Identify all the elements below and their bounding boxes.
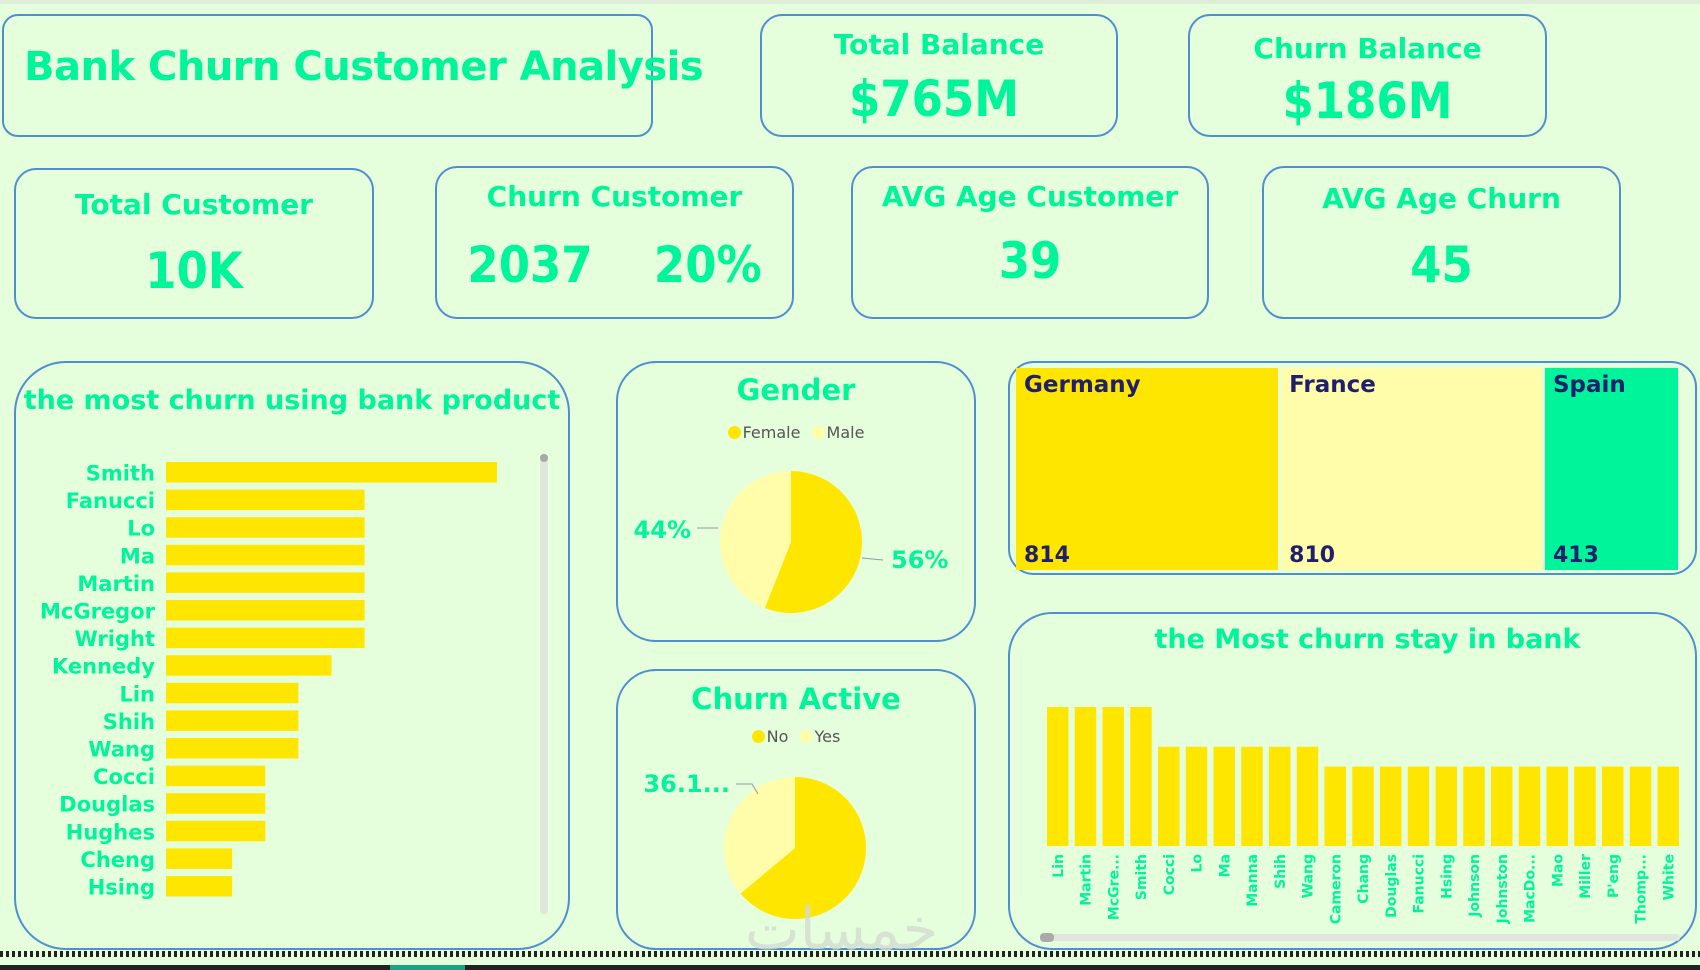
- bar-ma[interactable]: [166, 544, 365, 566]
- chart-title: Gender: [736, 373, 856, 407]
- bar-cocci[interactable]: [166, 765, 266, 787]
- treemap-tile-label: France: [1289, 372, 1376, 398]
- kpi-percent: 20%: [653, 236, 762, 294]
- kpi-avg-age-churn[interactable]: AVG Age Churn 45: [1262, 166, 1621, 319]
- treemap-tile-france[interactable]: France 810: [1281, 368, 1542, 570]
- legend-dot: [799, 730, 813, 743]
- chart-title: Churn Active: [691, 682, 901, 716]
- chart-title: the Most churn stay in bank: [1154, 624, 1581, 655]
- stay-column-card: the Most churn stay in bank: [1008, 612, 1697, 950]
- bar-label: Fanucci: [66, 489, 155, 513]
- treemap-tile-germany[interactable]: Germany 814: [1016, 368, 1279, 570]
- bar-martin[interactable]: [166, 572, 365, 593]
- gender-pie-card: Gender Female Male: [616, 361, 976, 642]
- bar-cheng[interactable]: [166, 848, 233, 869]
- treemap-tile-spain[interactable]: Spain 413: [1544, 368, 1678, 570]
- kpi-value: 45: [1410, 236, 1473, 294]
- treemap-tile-label: Spain: [1552, 372, 1626, 398]
- bar-hughes[interactable]: [166, 820, 266, 842]
- bar-label: Martin: [77, 572, 155, 596]
- vertical-scrollbar[interactable]: [540, 454, 548, 914]
- status-bar: [0, 965, 1700, 970]
- bar-label: Hsing: [88, 876, 155, 900]
- legend-dot: [811, 426, 825, 439]
- kpi-churn-customer[interactable]: Churn Customer 2037 20%: [435, 166, 794, 319]
- bar-shih[interactable]: [166, 710, 299, 731]
- legend-label: No: [766, 727, 789, 746]
- bar-lo[interactable]: [166, 517, 365, 538]
- bar-wright[interactable]: [166, 627, 365, 649]
- kpi-value: 39: [998, 232, 1062, 290]
- active-page-tab[interactable]: [390, 965, 465, 970]
- horizontal-scrollbar[interactable]: [1040, 933, 1680, 942]
- kpi-label: Churn Balance: [1253, 32, 1482, 65]
- legend-label: Female: [742, 423, 801, 442]
- treemap-tile-value: 814: [1024, 543, 1070, 568]
- chart-title: the most churn using bank product: [23, 385, 561, 416]
- kpi-value: $186M: [1282, 72, 1453, 130]
- top-strip: [0, 0, 1700, 4]
- kpi-churn-balance[interactable]: Churn Balance $186M: [1188, 14, 1547, 137]
- kpi-total-balance[interactable]: Total Balance $765M: [760, 14, 1118, 137]
- bar-label: Douglas: [59, 793, 155, 817]
- bar-label: Smith: [86, 462, 155, 486]
- bar-label: Wright: [75, 627, 155, 651]
- gender-legend: Female Male: [618, 423, 974, 442]
- bar-label: Lin: [119, 682, 155, 706]
- bar-label: Wang: [88, 738, 155, 762]
- bar-smith[interactable]: [166, 462, 497, 483]
- title-card: Bank Churn Customer Analysis: [2, 14, 704, 137]
- kpi-label: AVG Age Churn: [1322, 182, 1561, 215]
- kpi-value-row: 2037 20%: [437, 236, 792, 294]
- bar-mcgregor[interactable]: [166, 600, 365, 621]
- treemap-tile-label: Germany: [1024, 372, 1141, 398]
- scroll-thumb[interactable]: [1040, 933, 1054, 942]
- churn-active-legend: No Yes: [618, 727, 974, 746]
- treemap-tile-value: 413: [1552, 543, 1599, 568]
- kpi-value: 2037: [467, 236, 593, 294]
- bar-label: McGregor: [40, 600, 156, 624]
- legend-dot: [751, 730, 765, 743]
- kpi-value: 10K: [145, 242, 243, 300]
- bar-label: Cocci: [93, 765, 155, 789]
- legend-label: Male: [826, 423, 865, 442]
- bar-lin[interactable]: [166, 682, 299, 704]
- kpi-total-customer[interactable]: Total Customer 10K: [14, 168, 374, 319]
- legend-label: Yes: [814, 727, 841, 746]
- kpi-value: $765M: [849, 70, 1019, 128]
- kpi-avg-age-customer[interactable]: AVG Age Customer 39: [851, 166, 1209, 319]
- page-title: Bank Churn Customer Analysis: [24, 44, 704, 90]
- bar-hsing[interactable]: [166, 876, 233, 897]
- scroll-thumb[interactable]: [540, 454, 548, 462]
- legend-item-yes[interactable]: Yes: [799, 727, 841, 746]
- legend-item-female[interactable]: Female: [727, 423, 801, 442]
- bar-kennedy[interactable]: [166, 655, 332, 676]
- kpi-label: Total Balance: [833, 28, 1045, 61]
- legend-item-no[interactable]: No: [751, 727, 789, 746]
- page-divider: [0, 951, 1700, 957]
- bar-label: Shih: [103, 710, 155, 734]
- bar-label: Ma: [120, 544, 155, 568]
- bar-wang[interactable]: [166, 738, 299, 759]
- legend-item-male[interactable]: Male: [811, 423, 865, 442]
- bar-label: Kennedy: [52, 655, 155, 679]
- bar-fanucci[interactable]: [166, 489, 365, 511]
- kpi-label: Churn Customer: [486, 180, 743, 213]
- treemap-tile-value: 810: [1289, 543, 1336, 568]
- bar-label: Cheng: [80, 848, 155, 872]
- legend-dot: [727, 426, 741, 439]
- kpi-label: Total Customer: [75, 188, 313, 221]
- geography-treemap-card: Germany 814 France 810 Spain 413: [1008, 361, 1697, 575]
- kpi-label: AVG Age Customer: [881, 180, 1179, 213]
- bar-label: Lo: [127, 517, 155, 541]
- geography-treemap: Germany 814 France 810 Spain 413: [1016, 368, 1678, 570]
- bar-label: Hughes: [66, 820, 155, 844]
- bar-douglas[interactable]: [166, 793, 266, 814]
